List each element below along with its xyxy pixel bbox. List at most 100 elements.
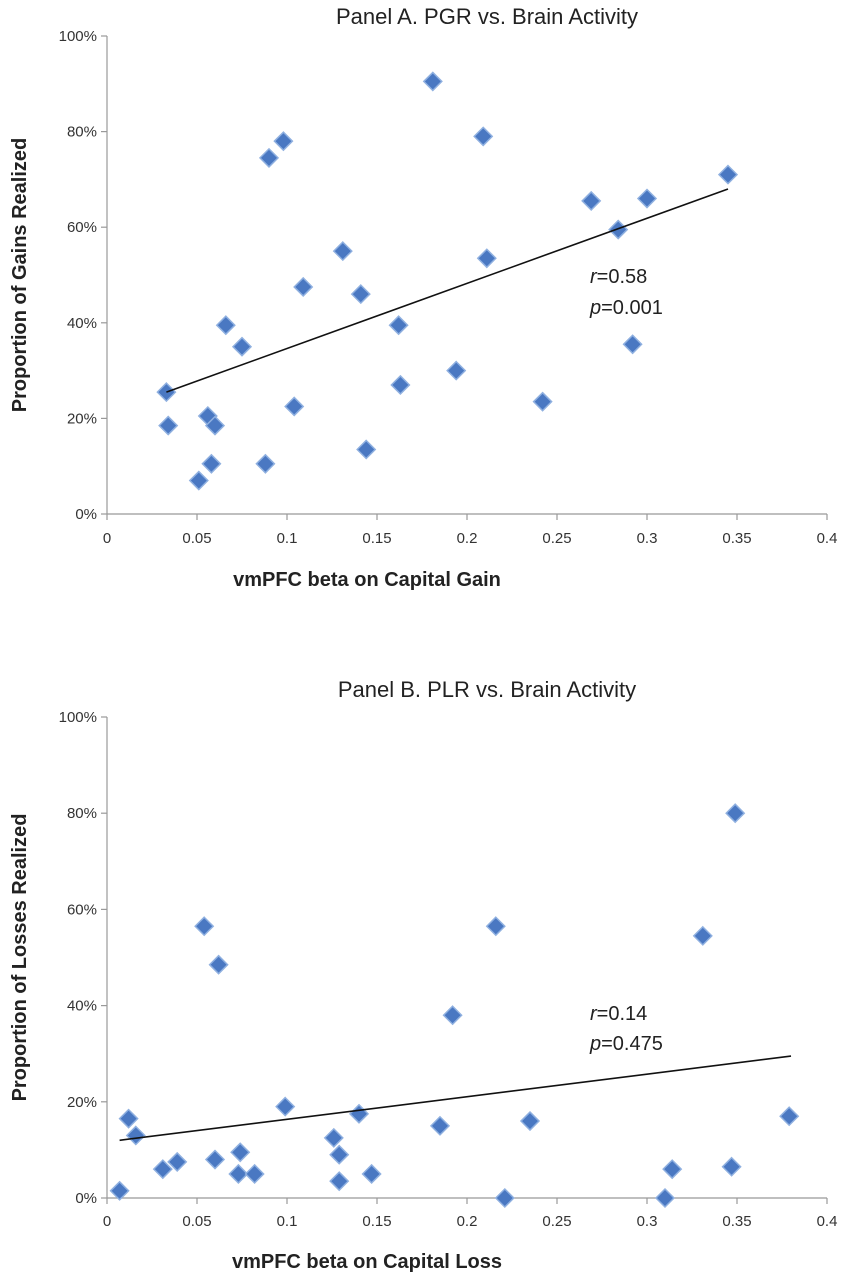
data-point [125,1125,146,1146]
trendline [166,188,729,393]
data-point [230,1142,251,1163]
y-tick-label: 0% [75,1190,97,1207]
data-point [473,126,494,147]
data-point [721,1156,742,1177]
x-axis-label: vmPFC beta on Capital Loss [232,1251,502,1273]
data-point [208,954,229,975]
data-point [390,374,411,396]
x-tick-label: 0 [103,1213,111,1230]
x-tick-label: 0.3 [637,530,658,547]
data-point [118,1108,139,1129]
data-point [422,71,443,92]
data-point [284,396,305,417]
x-tick-label: 0.4 [817,1213,838,1230]
data-point [231,336,253,357]
data-point [485,916,506,937]
data-point [654,1187,676,1209]
data-point [273,131,294,152]
x-tick-label: 0.4 [817,530,838,547]
data-point [215,315,236,336]
data-point [332,241,353,262]
data-point [581,190,602,211]
chart-title: Panel A. PGR vs. Brain Activity [336,4,638,29]
data-point [692,925,713,946]
trendline [119,1055,792,1142]
data-point [356,439,377,460]
data-point [519,1110,541,1132]
x-tick-label: 0.2 [457,1213,478,1230]
data-point [446,360,467,381]
x-tick-label: 0.1 [277,1213,298,1230]
x-axis-label: vmPFC beta on Capital Gain [233,569,501,591]
x-tick-label: 0.1 [277,530,298,547]
chart-title: Panel B. PLR vs. Brain Activity [338,677,636,702]
data-point [717,164,739,185]
y-tick-label: 40% [67,998,97,1015]
data-point [152,1159,173,1180]
stat-p-label: p=0.475 [589,1033,663,1055]
data-point [779,1106,800,1127]
stat-r-label: r=0.14 [590,1003,647,1025]
y-tick-label: 40% [67,315,97,332]
y-tick-label: 80% [67,805,97,822]
y-tick-label: 20% [67,1094,97,1111]
y-axis-label: Proportion of Gains Realized [9,138,31,412]
stat-r-label: r=0.58 [590,266,647,288]
data-point [388,315,409,336]
data-point [188,470,209,491]
data-point [244,1163,265,1185]
data-point [293,276,314,298]
data-point [329,1144,350,1165]
y-tick-label: 20% [67,410,97,427]
data-point [109,1180,130,1201]
x-tick-label: 0.35 [722,530,751,547]
data-point [348,1103,370,1124]
data-point [361,1163,382,1185]
data-point [532,391,553,412]
data-point [275,1096,296,1117]
x-tick-label: 0 [103,530,111,547]
y-tick-label: 60% [67,219,97,236]
x-tick-label: 0.35 [722,1213,751,1230]
stat-p-label: p=0.001 [589,297,663,319]
data-point [442,1005,463,1026]
data-point [204,415,226,436]
data-point [494,1187,515,1209]
data-point [476,248,497,269]
data-point [429,1115,451,1136]
y-axis-label: Proportion of Losses Realized [9,814,31,1102]
y-tick-label: 100% [59,709,97,726]
data-point [350,284,371,305]
data-point [329,1171,350,1192]
chart-panel-a: Panel A. PGR vs. Brain Activity 0% 20% 40% 6… [9,4,837,591]
x-tick-label: 0.05 [182,1213,211,1230]
y-tick-label: 80% [67,124,97,141]
data-point [662,1159,683,1180]
data-point [167,1151,188,1172]
data-point [608,219,629,240]
data-point [725,803,746,824]
data-point [201,453,222,474]
data-point [204,1149,226,1170]
chart-panel-b: Panel B. PLR vs. Brain Activity 0% 20% 40% 6… [9,677,837,1273]
data-point [258,147,280,168]
x-tick-label: 0.15 [362,530,391,547]
x-tick-label: 0.25 [542,1213,571,1230]
x-tick-label: 0.15 [362,1213,391,1230]
data-point [636,188,658,209]
x-tick-label: 0.2 [457,530,478,547]
data-point [323,1127,344,1148]
x-tick-label: 0.3 [637,1213,658,1230]
data-point [158,415,179,436]
data-point [194,916,215,937]
y-tick-label: 60% [67,901,97,918]
x-tick-label: 0.05 [182,530,211,547]
y-tick-label: 100% [59,28,97,45]
data-point [228,1163,249,1185]
y-tick-label: 0% [75,506,97,523]
data-point [622,334,643,355]
x-tick-label: 0.25 [542,530,571,547]
data-point [255,453,276,474]
